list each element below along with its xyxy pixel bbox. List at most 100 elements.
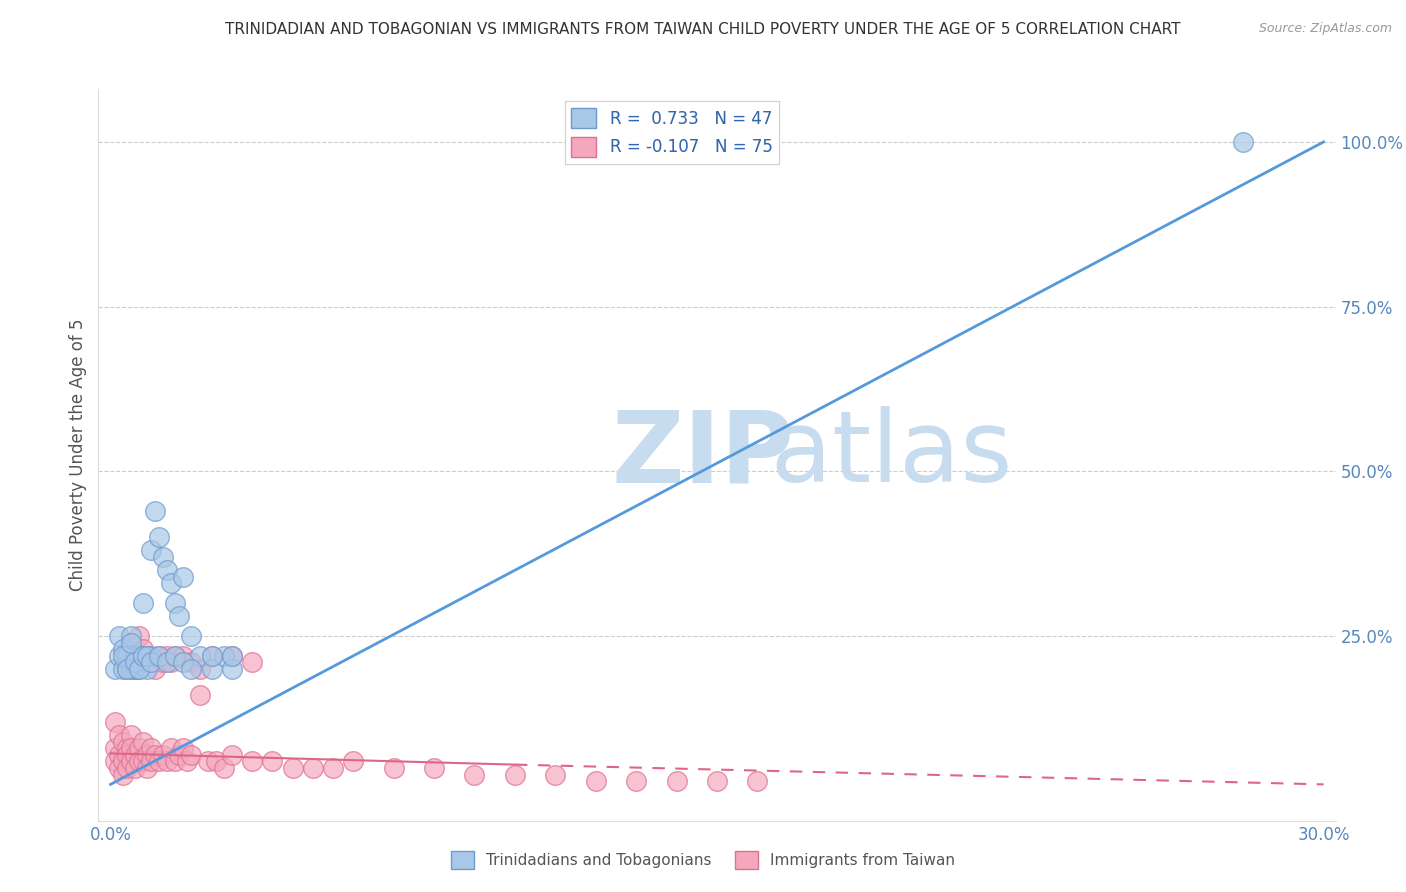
Point: [136, 761, 159, 775]
Point: [148, 648, 170, 663]
Point: [120, 662, 142, 676]
Point: [111, 767, 134, 781]
Point: [120, 728, 142, 742]
Point: [665, 774, 688, 789]
Point: [139, 755, 162, 769]
Point: [104, 662, 127, 676]
Point: [152, 747, 174, 762]
Point: [139, 656, 162, 670]
Point: [148, 755, 170, 769]
Point: [156, 648, 179, 663]
Point: [281, 761, 304, 775]
Point: [156, 656, 179, 670]
Point: [115, 648, 138, 663]
Point: [124, 662, 146, 676]
Point: [169, 609, 191, 624]
Point: [201, 648, 224, 663]
Point: [148, 530, 170, 544]
Point: [115, 761, 138, 775]
Point: [107, 648, 129, 663]
Point: [172, 570, 194, 584]
Point: [503, 767, 526, 781]
Point: [143, 504, 166, 518]
Point: [120, 636, 142, 650]
Point: [120, 755, 142, 769]
Point: [221, 648, 243, 663]
Point: [115, 662, 138, 676]
Point: [160, 741, 183, 756]
Point: [115, 648, 138, 663]
Point: [180, 629, 202, 643]
Point: [382, 761, 405, 775]
Text: TRINIDADIAN AND TOBAGONIAN VS IMMIGRANTS FROM TAIWAN CHILD POVERTY UNDER THE AGE: TRINIDADIAN AND TOBAGONIAN VS IMMIGRANTS…: [225, 22, 1181, 37]
Point: [156, 563, 179, 577]
Point: [1232, 135, 1254, 149]
Point: [585, 774, 607, 789]
Point: [143, 662, 166, 676]
Point: [132, 648, 155, 663]
Point: [342, 755, 364, 769]
Point: [136, 662, 159, 676]
Point: [120, 741, 142, 756]
Point: [115, 747, 138, 762]
Point: [188, 648, 211, 663]
Point: [139, 543, 162, 558]
Point: [104, 714, 127, 729]
Point: [111, 662, 134, 676]
Point: [301, 761, 323, 775]
Point: [172, 648, 194, 663]
Point: [111, 734, 134, 748]
Point: [136, 648, 159, 663]
Point: [128, 755, 150, 769]
Point: [152, 550, 174, 565]
Point: [172, 656, 194, 670]
Point: [165, 755, 187, 769]
Point: [139, 648, 162, 663]
Point: [107, 747, 129, 762]
Point: [128, 662, 150, 676]
Point: [221, 648, 243, 663]
Text: atlas: atlas: [612, 407, 1012, 503]
Point: [212, 761, 235, 775]
Point: [423, 761, 446, 775]
Point: [165, 648, 187, 663]
Point: [132, 648, 155, 663]
Point: [139, 741, 162, 756]
Point: [111, 642, 134, 657]
Point: [148, 648, 170, 663]
Point: [152, 656, 174, 670]
Point: [176, 755, 198, 769]
Point: [124, 662, 146, 676]
Point: [172, 741, 194, 756]
Point: [111, 648, 134, 663]
Point: [322, 761, 344, 775]
Point: [188, 689, 211, 703]
Point: [124, 761, 146, 775]
Point: [115, 741, 138, 756]
Point: [204, 755, 226, 769]
Point: [544, 767, 567, 781]
Point: [124, 747, 146, 762]
Point: [104, 741, 127, 756]
Point: [136, 747, 159, 762]
Point: [212, 648, 235, 663]
Point: [160, 656, 183, 670]
Point: [180, 656, 202, 670]
Point: [139, 656, 162, 670]
Point: [180, 747, 202, 762]
Point: [128, 648, 150, 663]
Point: [624, 774, 647, 789]
Point: [165, 596, 187, 610]
Y-axis label: Child Poverty Under the Age of 5: Child Poverty Under the Age of 5: [69, 318, 87, 591]
Point: [104, 755, 127, 769]
Point: [128, 629, 150, 643]
Point: [463, 767, 485, 781]
Point: [169, 747, 191, 762]
Point: [156, 755, 179, 769]
Point: [165, 648, 187, 663]
Point: [132, 755, 155, 769]
Text: Source: ZipAtlas.com: Source: ZipAtlas.com: [1258, 22, 1392, 36]
Point: [160, 576, 183, 591]
Point: [262, 755, 284, 769]
Point: [132, 596, 155, 610]
